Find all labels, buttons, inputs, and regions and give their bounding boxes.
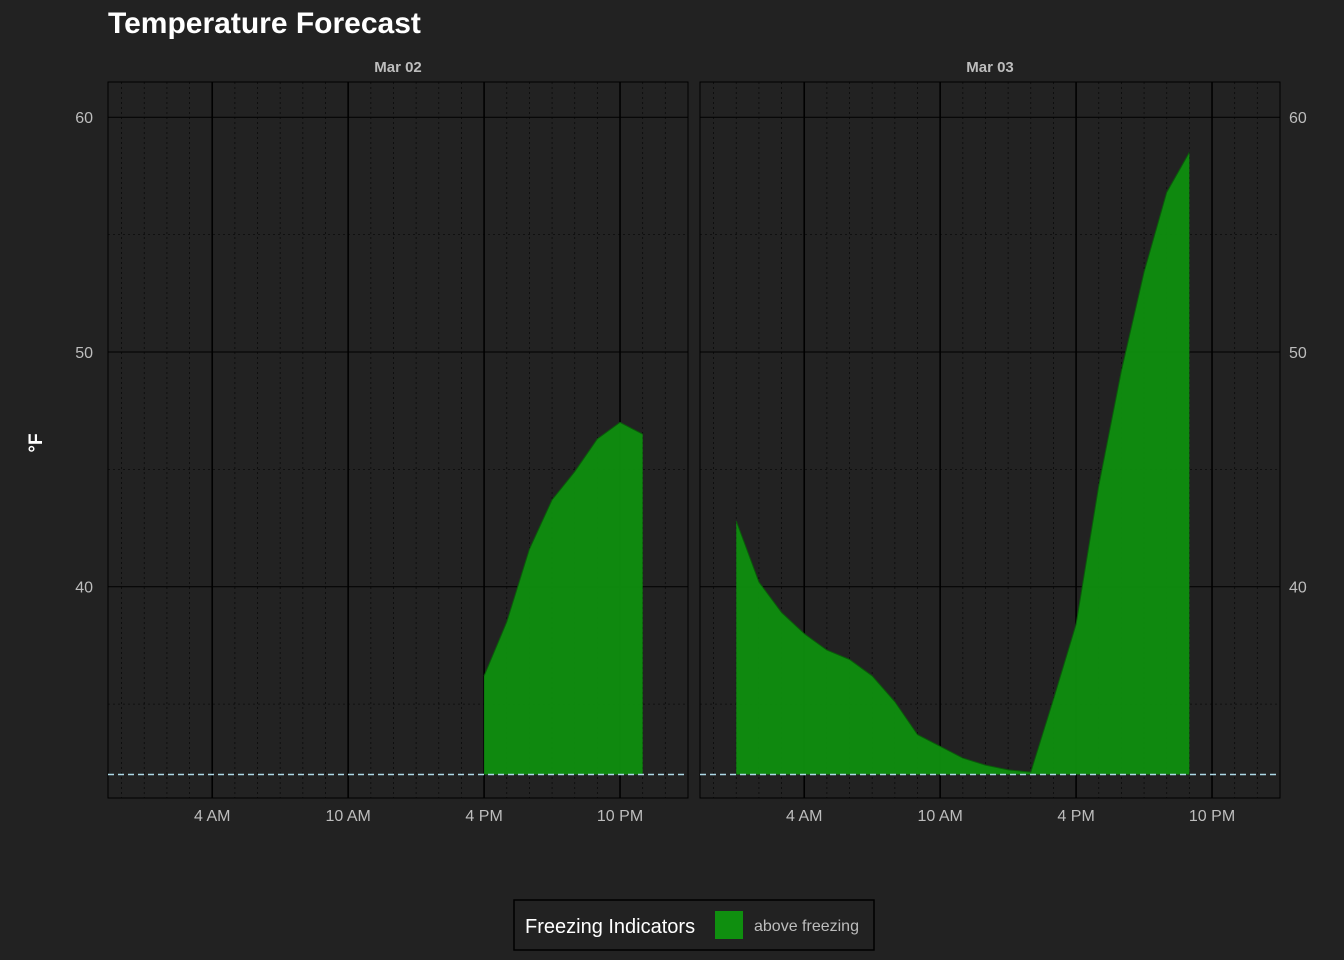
legend-box: [513, 899, 875, 951]
temperature-area: [484, 422, 643, 775]
chart-title: Temperature Forecast: [108, 7, 421, 40]
x-tick-label: 10 PM: [597, 808, 643, 825]
y-tick-label-left: 60: [75, 110, 93, 127]
x-tick-label: 10 PM: [1189, 808, 1235, 825]
temperature-line: [483, 421, 643, 677]
y-tick-label-right: 50: [1289, 345, 1307, 362]
y-tick-label-right: 40: [1289, 580, 1307, 597]
facet-label: Mar 03: [966, 59, 1014, 76]
y-tick-label-left: 50: [75, 345, 93, 362]
facet-panel-1: Mar 02 4 AM 10 AM 4 PM 10 PM: [107, 59, 689, 825]
y-axis-title: °F: [26, 433, 47, 452]
facet-panels: Mar 02 4 AM 10 AM 4 PM 10 PM Mar 03 4 AM 10 AM 4…: [75, 59, 1307, 825]
y-tick-label-right: 60: [1289, 110, 1307, 127]
y-tick-label-left: 40: [75, 580, 93, 597]
facet-label: Mar 02: [374, 59, 422, 76]
legend: Freezing Indicators above freezing: [513, 899, 875, 951]
temperature-area: [736, 152, 1190, 775]
legend-swatch-above-freezing: [715, 911, 743, 939]
x-tick-label: 4 PM: [1057, 808, 1094, 825]
x-tick-label: 10 AM: [325, 808, 370, 825]
legend-title: Freezing Indicators: [525, 916, 695, 938]
legend-label-above-freezing: above freezing: [754, 918, 859, 935]
temperature-line: [735, 152, 1190, 773]
x-tick-label: 4 AM: [786, 808, 822, 825]
x-tick-label: 10 AM: [917, 808, 962, 825]
facet-panel-2: Mar 03 4 AM 10 AM 4 PM 10 PM: [699, 59, 1281, 825]
x-tick-label: 4 PM: [465, 808, 502, 825]
x-tick-label: 4 AM: [194, 808, 230, 825]
